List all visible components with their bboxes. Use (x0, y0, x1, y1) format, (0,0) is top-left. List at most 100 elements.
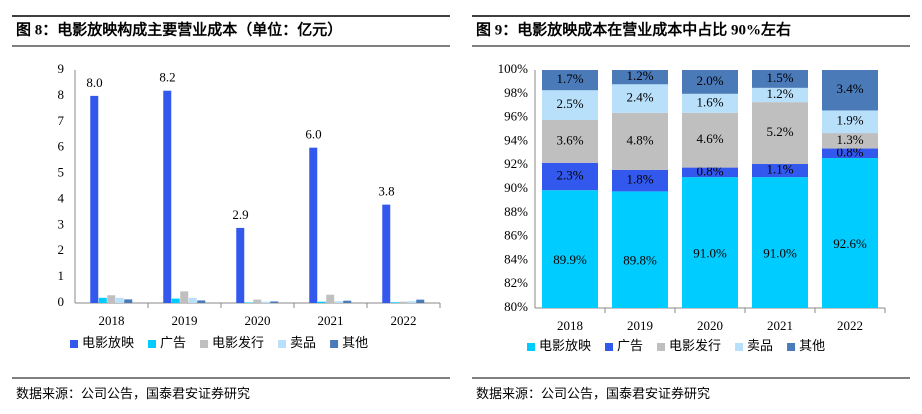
value-label: 2.5% (556, 96, 583, 111)
bar (244, 302, 253, 303)
bar (261, 301, 270, 303)
bar-segment (822, 70, 878, 111)
bar (107, 295, 116, 303)
legend-label: 广告 (160, 335, 186, 350)
y-tick-label: 2 (58, 242, 65, 257)
y-tick-label: 7 (58, 113, 65, 128)
legend-label: 卖品 (290, 335, 316, 350)
source: 数据来源：公司公告，国泰君安证券研究 (16, 386, 250, 401)
value-label: 91.0% (693, 246, 727, 261)
bar-segment (752, 102, 808, 165)
value-label: 6.0 (305, 127, 321, 142)
bar-segment (682, 93, 738, 113)
value-label: 2.0% (696, 73, 723, 88)
bar-segment (752, 164, 808, 178)
value-label: 4.8% (626, 132, 653, 147)
bar-segment (752, 87, 808, 103)
value-label: 1.6% (696, 94, 723, 109)
bar (309, 147, 318, 303)
bar (90, 95, 99, 303)
y-tick-label: 86% (504, 228, 528, 243)
legend-swatch (148, 340, 157, 348)
value-label: 5.2% (766, 124, 793, 139)
bar (163, 90, 172, 303)
bar-segment (682, 177, 738, 308)
value-label: 91.0% (763, 246, 797, 261)
value-label: 1.9% (836, 113, 863, 128)
y-tick-label: 0 (58, 294, 65, 309)
value-label: 8.0 (86, 75, 102, 90)
bar-segment (612, 84, 668, 113)
y-tick-label: 8 (58, 87, 65, 102)
x-tick-label: 2019 (172, 313, 198, 328)
bar-segment (682, 167, 738, 178)
value-label: 89.8% (623, 253, 657, 268)
bar (326, 294, 335, 303)
y-tick-label: 94% (504, 132, 528, 147)
chart-title: 图 9：电影放映成本在营业成本中占比 90%左右 (476, 20, 791, 38)
bar-segment (542, 162, 598, 191)
value-label: 3.6% (556, 132, 583, 147)
bar (382, 204, 391, 303)
y-tick-label: 1 (58, 268, 65, 283)
y-tick-label: 84% (504, 251, 528, 266)
y-tick-label: 98% (504, 85, 528, 100)
bar (390, 302, 399, 303)
y-tick-label: 96% (504, 109, 528, 124)
legend-swatch (605, 343, 614, 351)
legend-label: 广告 (617, 338, 643, 353)
legend-swatch (330, 340, 339, 348)
legend-label: 电影发行 (212, 335, 264, 350)
bar-segment (682, 112, 738, 168)
bar (334, 301, 343, 303)
source: 数据来源：公司公告，国泰君安证券研究 (476, 386, 710, 401)
bar (115, 297, 124, 303)
y-tick-label: 3 (58, 216, 65, 231)
value-label: 1.2% (626, 68, 653, 83)
legend-swatch (70, 340, 78, 348)
legend-swatch (527, 343, 535, 351)
y-tick-label: 4 (58, 190, 65, 205)
x-tick-label: 2018 (99, 313, 125, 328)
bar-segment (822, 110, 878, 134)
bar-segment (612, 169, 668, 192)
value-label: 92.6% (833, 236, 867, 251)
x-tick-label: 2018 (557, 318, 583, 333)
chart-title: 图 8：电影放映构成主要营业成本（单位：亿元） (16, 20, 342, 38)
bar-segment (542, 190, 598, 308)
y-tick-label: 90% (504, 180, 528, 195)
y-tick-label: 6 (58, 139, 65, 154)
x-tick-label: 2022 (837, 318, 863, 333)
x-tick-label: 2021 (318, 313, 344, 328)
value-label: 1.7% (556, 71, 583, 86)
bar (236, 227, 245, 303)
bar-segment (542, 70, 598, 91)
legend-label: 电影放映 (82, 335, 134, 350)
bar (180, 291, 189, 303)
bar-segment (542, 90, 598, 120)
bar (416, 299, 425, 303)
legend-label: 其他 (342, 335, 368, 350)
bar-segment (822, 133, 878, 149)
y-tick-label: 5 (58, 165, 65, 180)
bar-segment (752, 177, 808, 308)
value-label: 3.8 (378, 184, 394, 199)
bar-segment (822, 158, 878, 308)
value-label: 2.4% (626, 90, 653, 105)
value-label: 2.3% (556, 167, 583, 182)
bar-segment (752, 70, 808, 88)
bar (197, 300, 206, 303)
value-label: 1.3% (836, 132, 863, 147)
value-label: 89.9% (553, 252, 587, 267)
bar (188, 297, 197, 303)
bar (253, 299, 262, 303)
bar-segment (822, 148, 878, 159)
x-tick-label: 2019 (627, 318, 653, 333)
value-label: 4.6% (696, 131, 723, 146)
bar (317, 301, 326, 303)
value-label: 3.4% (836, 81, 863, 96)
legend-swatch (278, 340, 287, 348)
value-label: 1.5% (766, 70, 793, 85)
legend-swatch (735, 343, 744, 351)
